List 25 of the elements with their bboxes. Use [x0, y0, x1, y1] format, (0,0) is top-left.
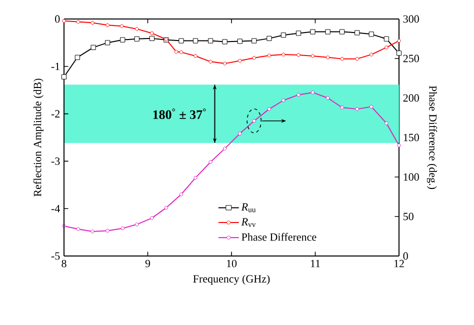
y2-axis-title: Phase Difference (deg.) — [426, 86, 438, 189]
legend-label: R$_{uu}$ — [241, 203, 256, 212]
x-tick-label: 9 — [145, 260, 150, 268]
y2-tick-label: 200 — [403, 94, 419, 102]
y2-tick-label: 250 — [403, 54, 419, 62]
y2-tick-label: 100 — [404, 173, 419, 181]
x-tick-label: 12 — [394, 260, 404, 268]
x-tick-label: 8 — [62, 260, 66, 268]
x-axis-title: Frequency (GHz) — [193, 274, 270, 285]
y-axis-title: Reflection Amplitude (dB) — [33, 78, 44, 196]
x-tick-label: 10 — [226, 260, 237, 268]
y2-tick-label: 150 — [404, 134, 419, 142]
y-tick-label: -1 — [51, 62, 60, 70]
y-tick-label: 0 — [55, 15, 60, 23]
legend-label: R$_{vv}$ — [241, 218, 256, 228]
y-tick-label: -5 — [51, 252, 60, 260]
x-tick-label: 11 — [310, 260, 320, 268]
y2-tick-label: 0 — [403, 252, 408, 260]
legend-label: Phase Difference — [242, 232, 316, 241]
y-tick-label: -4 — [51, 204, 60, 212]
y2-tick-label: 300 — [403, 15, 419, 23]
annotation: 180$^{°}$ ± 37$^{°}$ — [153, 108, 206, 120]
y-tick-label: -3 — [51, 158, 60, 165]
y-tick-label: -2 — [51, 110, 60, 118]
y2-tick-label: 50 — [404, 212, 414, 220]
